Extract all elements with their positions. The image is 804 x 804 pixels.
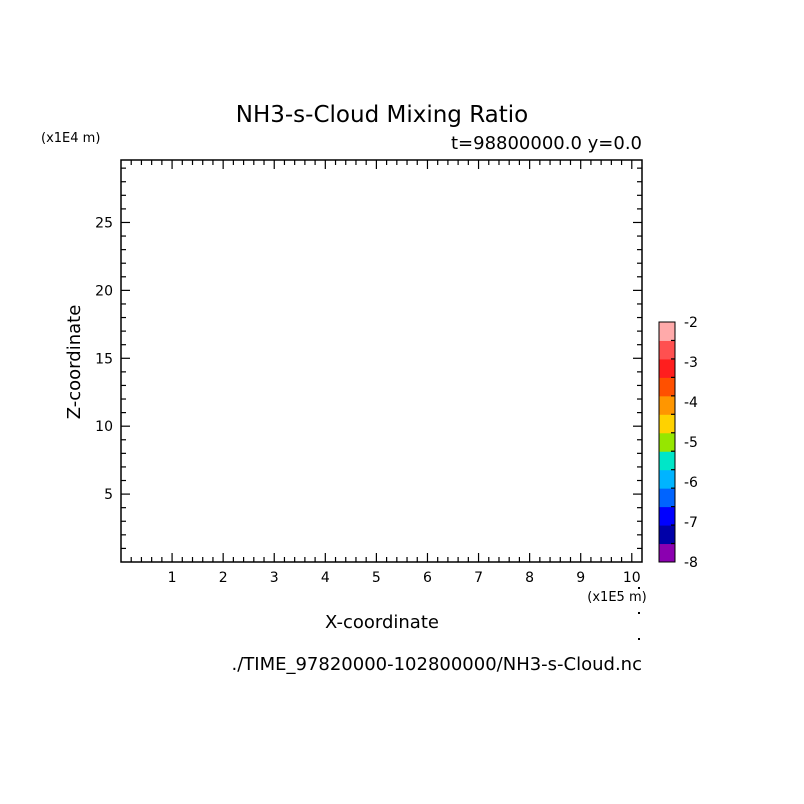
x-tick-labels: 1 2 3 4 5 6 7 8 9 10 [168,570,641,586]
colorbar-segment [659,377,675,397]
plot-frame [120,159,643,563]
y-tick-label: 25 [95,215,113,231]
x-tick-label: 10 [623,570,641,586]
colorbar-segment [659,488,675,508]
colorbar-tick-label: -6 [684,475,698,491]
colorbar-segment [659,322,675,341]
x-tick-label: 9 [576,570,585,586]
y-tick-label: 10 [95,419,113,435]
y-tick-label: 20 [95,283,113,299]
colorbar-segment [659,469,675,489]
y-axis-units: (x1E4 m) [41,131,100,146]
x-tick-label: 8 [525,570,534,586]
colorbar-segment [659,525,675,545]
x-tick-label: 3 [270,570,279,586]
x-axis-units: (x1E5 m) [587,590,646,605]
colorbar-tick-label: -4 [684,395,698,411]
colorbar-segment [659,395,675,415]
y-tick-label: 15 [95,351,113,367]
stray-dot [638,587,640,589]
colorbar-segment [659,506,675,526]
x-tick-label: 2 [219,570,228,586]
axis-ticks [121,160,642,562]
x-tick-label: 7 [474,570,483,586]
colorbar: -2 -3 -4 -5 -6 -7 -8 [658,315,698,571]
colorbar-tick-label: -8 [684,555,698,571]
x-axis-label: X-coordinate [325,612,439,633]
colorbar-tick-label: -2 [684,315,698,331]
x-tick-label: 5 [372,570,381,586]
source-file-path: ./TIME_97820000-102800000/NH3-s-Cloud.nc [231,654,642,675]
colorbar-tick-label: -5 [684,435,698,451]
y-tick-label: 5 [104,487,113,503]
chart-title: NH3-s-Cloud Mixing Ratio [236,102,529,128]
stray-marks [638,587,640,640]
colorbar-segment [659,340,675,360]
x-tick-label: 1 [168,570,177,586]
colorbar-frame [658,321,676,563]
stray-dot [638,638,640,640]
colorbar-tick-label: -7 [684,515,698,531]
colorbar-segment [659,414,675,434]
stray-dot [638,612,640,614]
chart-subtitle: t=98800000.0 y=0.0 [451,133,642,154]
colorbar-segment [659,543,675,563]
y-tick-labels: 5 10 15 20 25 [95,215,113,503]
x-tick-label: 4 [321,570,330,586]
colorbar-segment [659,451,675,471]
colorbar-segment [659,432,675,452]
y-axis-label: Z-coordinate [64,305,85,420]
colorbar-tick-label: -3 [684,355,698,371]
colorbar-segment [659,358,675,378]
x-tick-label: 6 [423,570,432,586]
